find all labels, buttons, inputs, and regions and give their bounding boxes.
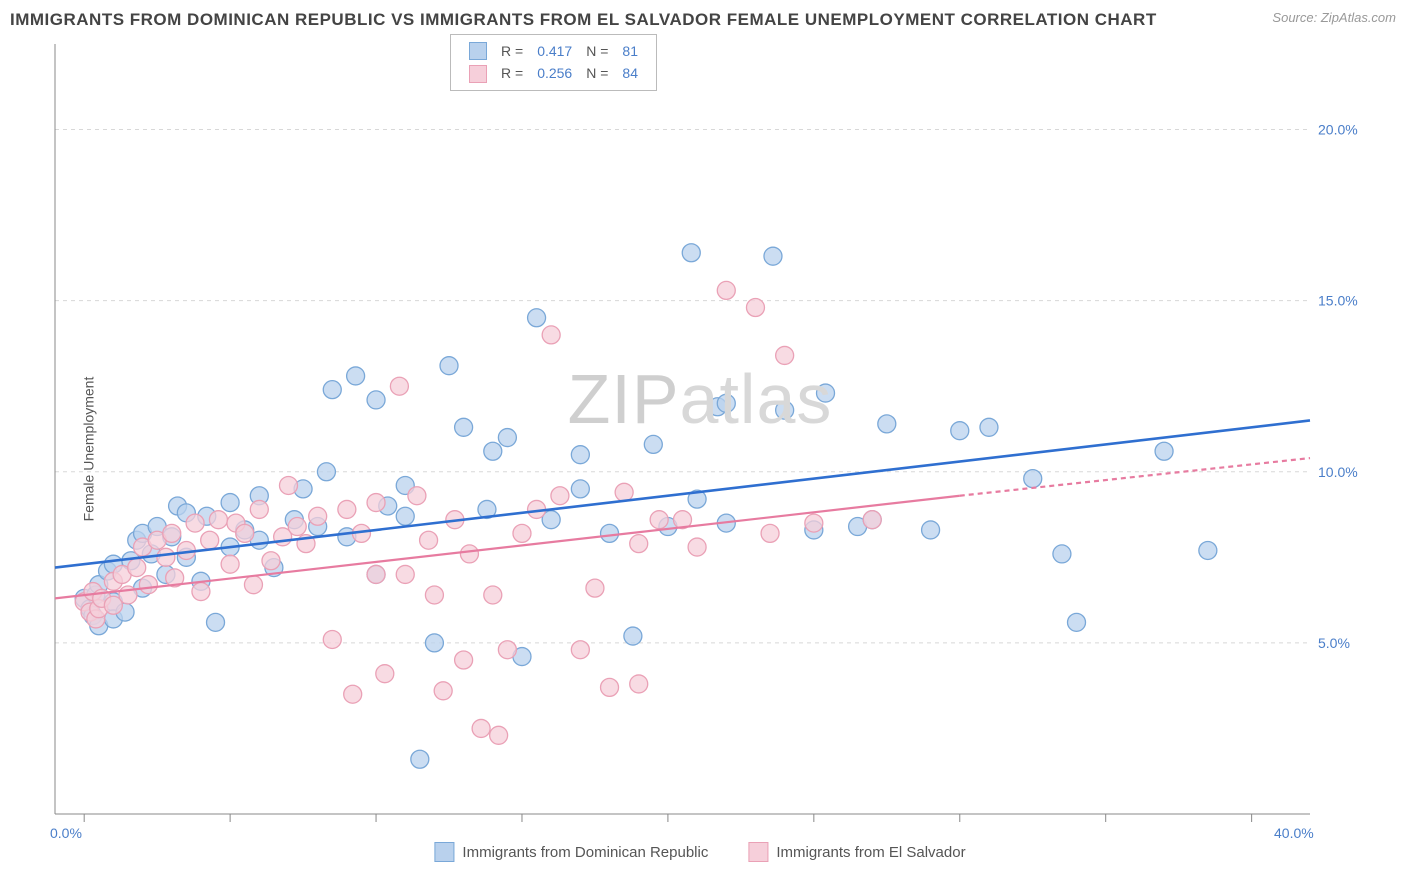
- chart-container: Female Unemployment 5.0% 10.0% 15.0% 20.0% 0…: [10, 34, 1390, 864]
- y-axis-label: Female Unemployment: [80, 377, 96, 522]
- scatter-plot: 5.0% 10.0% 15.0% 20.0% 0.0% 40.0%: [10, 34, 1370, 854]
- svg-text:15.0%: 15.0%: [1318, 293, 1358, 309]
- svg-text:20.0%: 20.0%: [1318, 122, 1358, 138]
- series-legend: Immigrants from Dominican RepublicImmigr…: [434, 842, 965, 862]
- chart-title: IMMIGRANTS FROM DOMINICAN REPUBLIC VS IM…: [10, 10, 1157, 30]
- svg-text:40.0%: 40.0%: [1274, 825, 1314, 841]
- svg-text:10.0%: 10.0%: [1318, 464, 1358, 480]
- source-attribution: Source: ZipAtlas.com: [1272, 10, 1396, 25]
- svg-text:5.0%: 5.0%: [1318, 635, 1350, 651]
- svg-text:0.0%: 0.0%: [50, 825, 82, 841]
- correlation-legend: R =0.417 N =81 R =0.256 N =84: [450, 34, 657, 91]
